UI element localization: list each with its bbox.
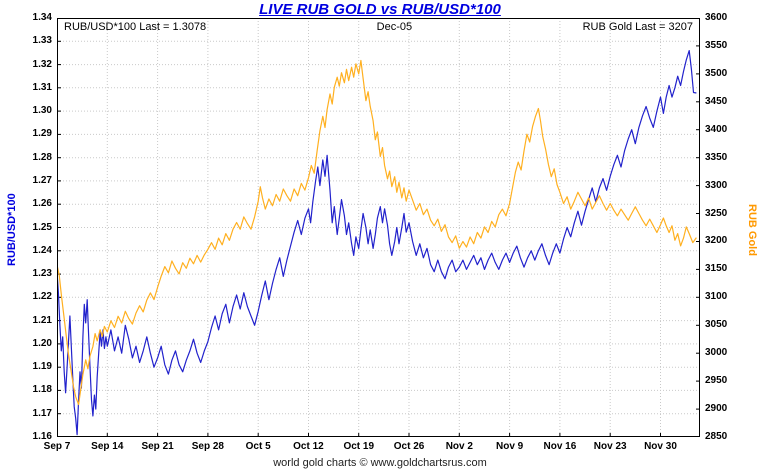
right-axis-tick-label: 3600 xyxy=(705,12,728,23)
x-axis-tick-label: Nov 9 xyxy=(495,441,524,452)
x-axis-tick-label: Nov 30 xyxy=(644,441,677,452)
right-axis-tick-label: 3450 xyxy=(705,95,728,107)
plot-border xyxy=(57,18,700,437)
left-axis-tick-label: 1.31 xyxy=(32,81,52,93)
left-axis-tick-label: 1.18 xyxy=(32,384,52,396)
right-axis-tick-label: 3550 xyxy=(705,39,728,51)
right-axis-tick-label: 3400 xyxy=(705,123,728,135)
left-axis-tick-label: 1.27 xyxy=(32,174,52,186)
right-axis-tick-label: 2900 xyxy=(705,403,728,415)
right-axis-tick-label: 3200 xyxy=(705,235,728,247)
left-axis-tick-label: 1.23 xyxy=(32,268,52,280)
x-axis-tick-label: Oct 5 xyxy=(245,441,271,452)
x-axis-tick-label: Sep 7 xyxy=(43,441,71,452)
plot-area xyxy=(57,18,700,437)
left-axis-tick-label: 1.20 xyxy=(32,337,52,349)
left-axis-tick-label: 1.32 xyxy=(32,58,52,70)
x-axis-tick-label: Nov 2 xyxy=(445,441,473,452)
right-axis-tick-label: 3000 xyxy=(705,347,728,359)
left-axis-tick-label: 1.34 xyxy=(32,12,52,23)
left-axis-tick-label: 1.16 xyxy=(32,431,52,442)
left-axis-tick-label: 1.26 xyxy=(32,198,52,210)
x-axis-tick-label: Sep 14 xyxy=(91,441,124,452)
x-axis-tick-label: Oct 26 xyxy=(393,441,425,452)
series-line-left xyxy=(57,49,697,436)
right-axis-tick-label: 3500 xyxy=(705,67,728,79)
left-axis-tick-label: 1.28 xyxy=(32,151,52,163)
right-axis-tick-label: 3050 xyxy=(705,319,728,331)
chart-plot-svg xyxy=(57,18,700,437)
left-axis-tick-label: 1.24 xyxy=(32,244,52,256)
left-axis-tick-label: 1.25 xyxy=(32,221,52,233)
left-axis-tick-label: 1.22 xyxy=(32,291,52,303)
x-axis-tick-label: Nov 16 xyxy=(543,441,577,452)
series-line-right xyxy=(57,59,697,406)
left-axis-tick-label: 1.33 xyxy=(32,35,52,47)
chart-footer: world gold charts © www.goldchartsrus.co… xyxy=(273,457,487,469)
right-axis-tick-label: 3350 xyxy=(705,151,728,163)
x-axis-tick-label: Oct 12 xyxy=(293,441,324,452)
right-axis-tick-label: 2950 xyxy=(705,375,728,387)
left-axis-tick-label: 1.21 xyxy=(32,314,52,326)
page-title: LIVE RUB GOLD vs RUB/USD*100 xyxy=(259,1,501,18)
right-axis-tick-label: 3150 xyxy=(705,263,728,275)
x-axis-tick-label: Sep 28 xyxy=(191,441,224,452)
left-axis-tick-label: 1.17 xyxy=(32,407,52,419)
x-axis-tick-label: Sep 21 xyxy=(141,441,174,452)
right-axis-tick-label: 3250 xyxy=(705,207,728,219)
x-axis-tick-label: Oct 19 xyxy=(343,441,375,452)
left-axis-tick-label: 1.29 xyxy=(32,128,52,140)
x-axis-tick-label: Nov 23 xyxy=(593,441,627,452)
right-axis-tick-label: 3100 xyxy=(705,291,728,303)
right-axis-tick-label: 3300 xyxy=(705,179,728,191)
right-axis-tick-label: 2850 xyxy=(705,431,728,442)
left-axis-tick-label: 1.30 xyxy=(32,105,52,117)
left-axis-tick-label: 1.19 xyxy=(32,361,52,373)
